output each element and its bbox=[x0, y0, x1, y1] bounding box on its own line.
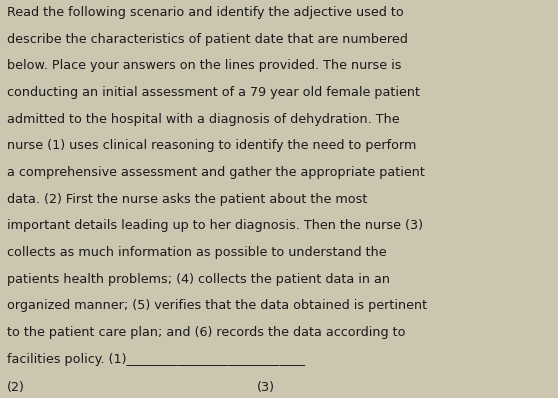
Text: below. Place your answers on the lines provided. The nurse is: below. Place your answers on the lines p… bbox=[7, 59, 401, 72]
Text: data. (2) First the nurse asks the patient about the most: data. (2) First the nurse asks the patie… bbox=[7, 193, 367, 206]
Text: admitted to the hospital with a diagnosis of dehydration. The: admitted to the hospital with a diagnosi… bbox=[7, 113, 400, 126]
Text: facilities policy. (1)____________________________: facilities policy. (1)__________________… bbox=[7, 353, 305, 366]
Text: describe the characteristics of patient date that are numbered: describe the characteristics of patient … bbox=[7, 33, 407, 46]
Text: Read the following scenario and identify the adjective used to: Read the following scenario and identify… bbox=[7, 6, 403, 19]
Text: a comprehensive assessment and gather the appropriate patient: a comprehensive assessment and gather th… bbox=[7, 166, 425, 179]
Text: conducting an initial assessment of a 79 year old female patient: conducting an initial assessment of a 79… bbox=[7, 86, 420, 99]
Text: organized manner; (5) verifies that the data obtained is pertinent: organized manner; (5) verifies that the … bbox=[7, 299, 427, 312]
Text: to the patient care plan; and (6) records the data according to: to the patient care plan; and (6) record… bbox=[7, 326, 405, 339]
Text: (2): (2) bbox=[7, 381, 25, 394]
Text: (3): (3) bbox=[257, 381, 275, 394]
Text: collects as much information as possible to understand the: collects as much information as possible… bbox=[7, 246, 386, 259]
Text: nurse (1) uses clinical reasoning to identify the need to perform: nurse (1) uses clinical reasoning to ide… bbox=[7, 139, 416, 152]
Text: important details leading up to her diagnosis. Then the nurse (3): important details leading up to her diag… bbox=[7, 219, 423, 232]
Text: patients health problems; (4) collects the patient data in an: patients health problems; (4) collects t… bbox=[7, 273, 389, 286]
